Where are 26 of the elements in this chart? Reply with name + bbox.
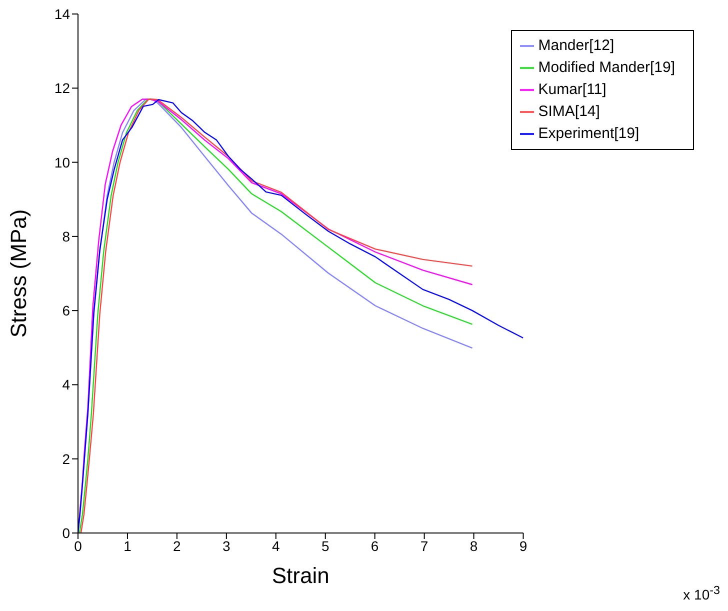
x-tick-label: 4 [272,538,280,554]
legend-label: SIMA[14] [538,103,600,120]
y-tick-label: 6 [62,302,70,319]
legend-label: Experiment[19] [538,125,640,142]
x-tick-label: 2 [173,538,182,554]
legend-label: Mander[12] [538,37,614,54]
y-tick-label: 10 [54,154,70,170]
x-tick-label: 6 [370,538,379,554]
legend-label: Modified Mander[19] [538,59,675,76]
y-tick-label: 4 [62,376,70,393]
x-axis-title: Strain [272,563,330,588]
x-tick-label: 0 [74,538,82,554]
y-tick-label: 14 [54,6,70,22]
y-tick-label: 12 [54,80,70,96]
y-tick-label: 0 [62,524,70,541]
x-tick-label: 8 [470,538,478,554]
x-tick-label: 7 [420,538,428,554]
x-tick-label: 3 [222,538,231,554]
legend-label: Kumar[11] [538,81,606,98]
x-tick-label: 5 [321,538,330,554]
x-tick-label: 9 [519,538,528,554]
text: x 10$^{-3}$ [683,584,720,603]
y-tick-label: 2 [62,450,70,467]
y-axis-title: Stress (MPa) [6,209,31,338]
x-tick-label: 1 [124,538,132,554]
y-tick-label: 8 [62,228,70,244]
